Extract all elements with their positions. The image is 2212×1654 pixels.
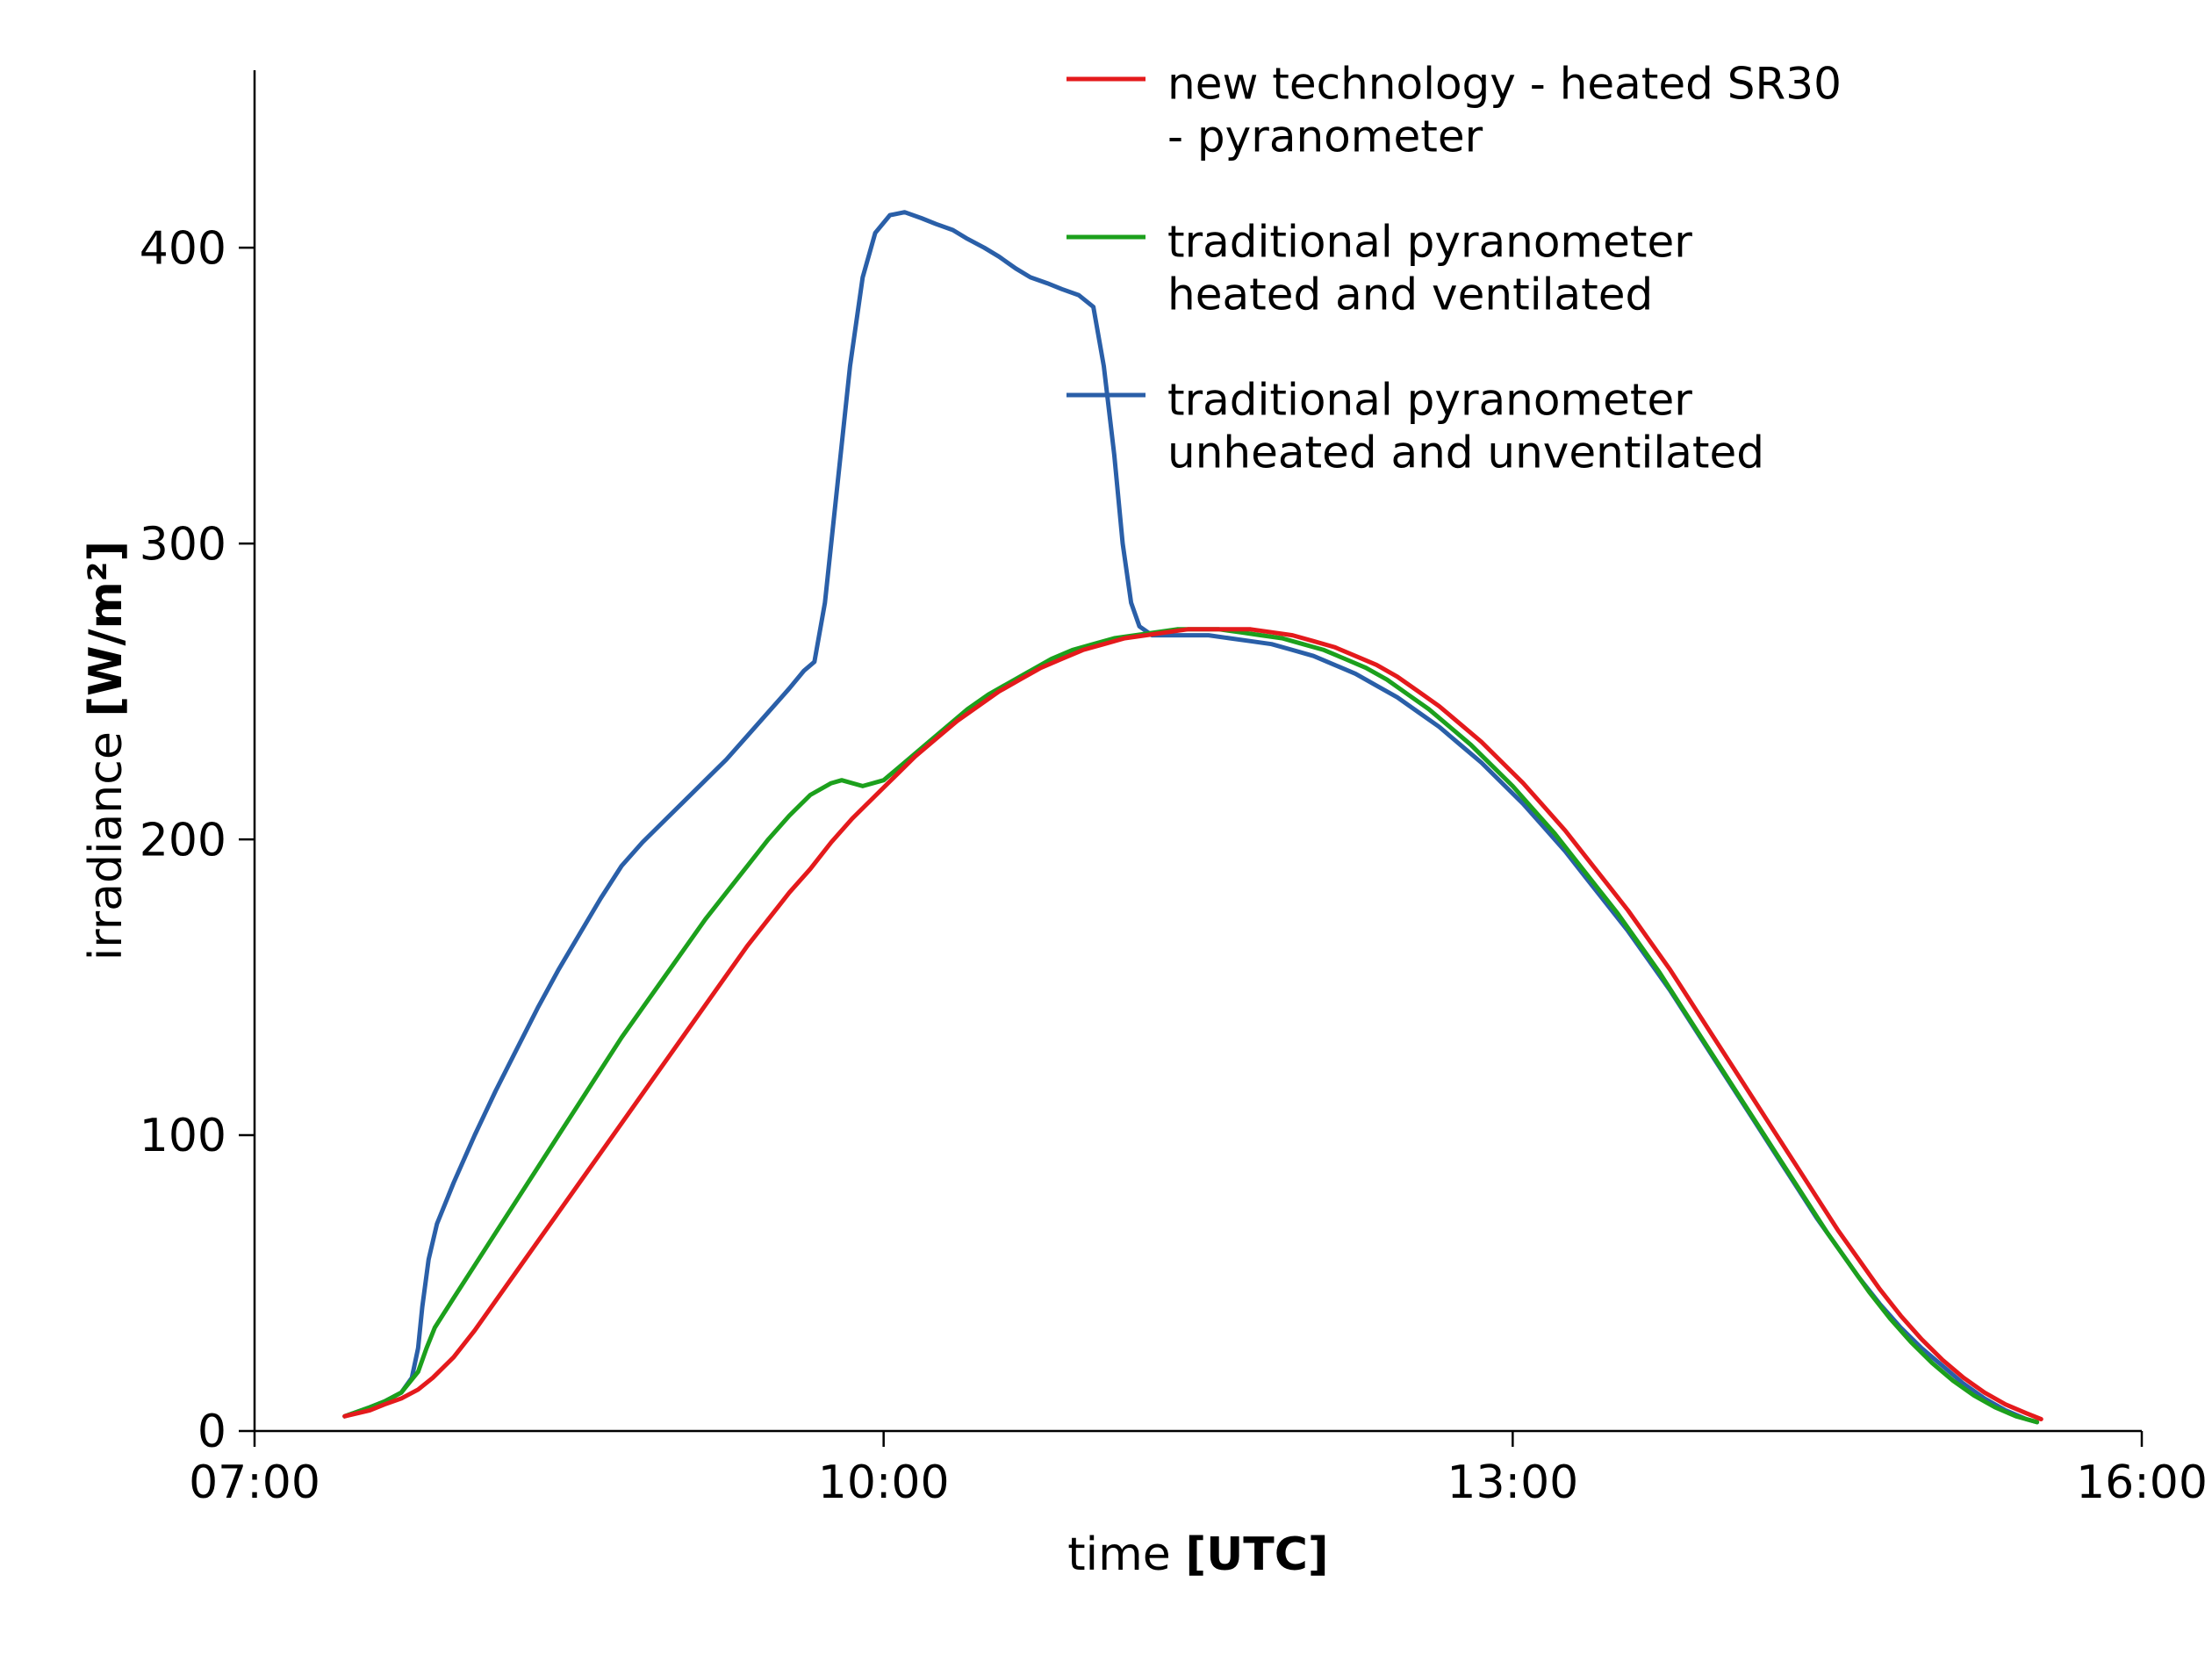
chart-svg: 07:00 10:00 13:00 16:00 0 100 200 300 400 time [U…	[0, 0, 2212, 1654]
legend-label-trad_unheated: unheated and unventilated	[1167, 428, 1764, 478]
x-tick-label: 07:00	[189, 1456, 320, 1509]
irradiance-chart: 07:00 10:00 13:00 16:00 0 100 200 300 400 time [U…	[0, 0, 2212, 1654]
y-tick-label: 100	[140, 1110, 226, 1162]
y-tick-label: 400	[140, 222, 226, 275]
y-tick-label: 300	[140, 518, 226, 571]
legend-label-sr30: new technology - heated SR30	[1167, 59, 1842, 110]
legend-label-trad_unheated: traditional pyranometer	[1167, 375, 1692, 426]
y-tick-label: 0	[198, 1406, 226, 1458]
legend-label-trad_heated: heated and ventilated	[1167, 270, 1653, 320]
legend-label-sr30: - pyranometer	[1167, 111, 1483, 162]
chart-background	[0, 0, 2212, 1654]
legend-label-trad_heated: traditional pyranometer	[1167, 217, 1692, 268]
x-axis-label: time [UTC]	[1067, 1528, 1328, 1581]
x-tick-label: 13:00	[1447, 1456, 1578, 1509]
y-tick-label: 200	[140, 814, 226, 867]
x-tick-label: 16:00	[2076, 1456, 2208, 1509]
y-axis-label: irradiance [W/m²]	[80, 541, 133, 960]
x-tick-label: 10:00	[818, 1456, 950, 1509]
